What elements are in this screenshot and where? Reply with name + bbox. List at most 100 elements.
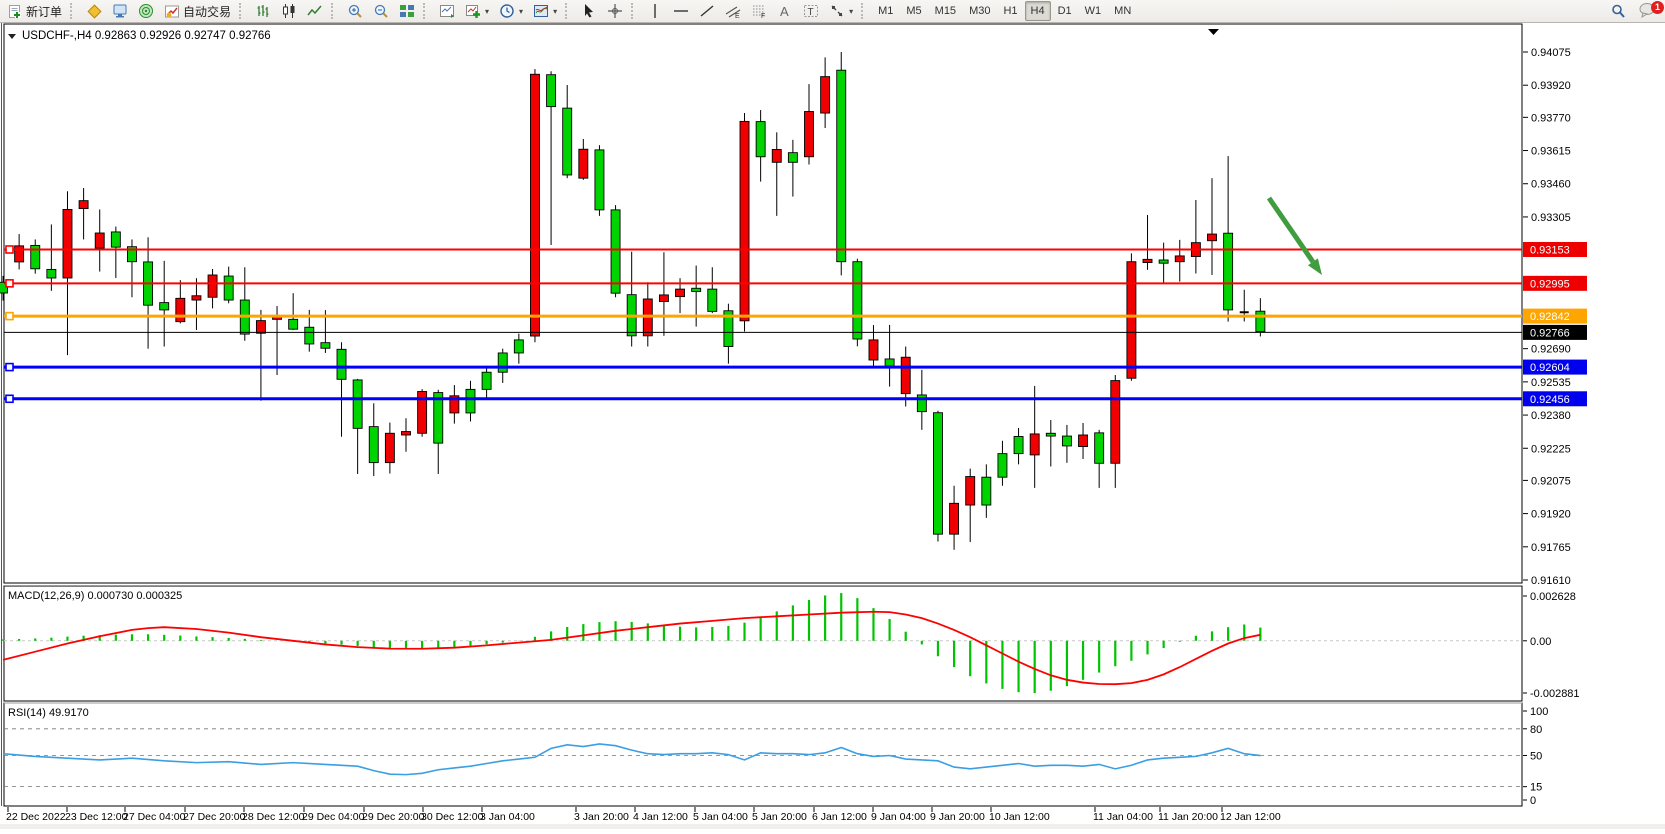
zoom-out-button[interactable] xyxy=(368,1,393,21)
svg-text:0.91610: 0.91610 xyxy=(1531,575,1571,587)
terminal-button[interactable] xyxy=(107,1,132,21)
svg-text:0.92075: 0.92075 xyxy=(1531,475,1571,487)
price-tag: 0.93153 xyxy=(1523,241,1587,257)
price-tag: 0.92604 xyxy=(1523,359,1587,375)
svg-text:0.92225: 0.92225 xyxy=(1531,443,1571,455)
toolbar: 新订单 自动交易 ▾ ▾ ▾ E F A T ▾ M1 M5 M15 M30 H1 H4 D… xyxy=(0,0,1665,23)
trendline-icon xyxy=(698,3,715,19)
svg-text:29 Dec 20:00: 29 Dec 20:00 xyxy=(362,811,425,823)
svg-text:0.92535: 0.92535 xyxy=(1531,377,1571,389)
zoom-in-button[interactable] xyxy=(342,1,367,21)
crosshair-button[interactable] xyxy=(602,1,627,21)
svg-text:0.002628: 0.002628 xyxy=(1530,591,1576,603)
svg-text:A: A xyxy=(780,4,789,19)
zoom-in-icon xyxy=(346,3,363,19)
indicator-insert-button[interactable]: ▾ xyxy=(460,1,493,21)
tile-windows-button[interactable] xyxy=(394,1,419,21)
timeframe-h4-button[interactable]: H4 xyxy=(1024,1,1051,21)
svg-text:0.93153: 0.93153 xyxy=(1530,244,1570,256)
one-click-collapse-icon[interactable] xyxy=(8,34,16,39)
vertical-line-button[interactable] xyxy=(642,1,667,21)
price-line[interactable] xyxy=(4,311,1522,321)
chart-shift-marker[interactable] xyxy=(1208,29,1219,35)
svg-text:T: T xyxy=(807,7,813,18)
price-line[interactable] xyxy=(4,362,1522,372)
line-handle xyxy=(5,279,14,288)
new-order-button[interactable]: 新订单 xyxy=(2,1,66,21)
svg-text:100: 100 xyxy=(1530,706,1548,718)
svg-text:0.91920: 0.91920 xyxy=(1531,509,1571,521)
svg-text:10 Jan 12:00: 10 Jan 12:00 xyxy=(989,811,1050,823)
search-button[interactable] xyxy=(1605,1,1630,21)
timeframe-mn-button[interactable]: MN xyxy=(1108,1,1137,21)
svg-text:0.91765: 0.91765 xyxy=(1531,542,1571,554)
trend-arrow-annotation[interactable] xyxy=(1266,196,1322,275)
svg-text:12 Jan 12:00: 12 Jan 12:00 xyxy=(1220,811,1281,823)
dropdown-arrow-icon: ▾ xyxy=(553,6,558,16)
timeframe-m30-button[interactable]: M30 xyxy=(963,1,996,21)
text-button[interactable]: A xyxy=(772,1,797,21)
svg-text:F: F xyxy=(761,13,765,19)
text-label-button[interactable]: T xyxy=(798,1,823,21)
price-tag: 0.92766 xyxy=(1523,324,1587,340)
price-line[interactable] xyxy=(4,245,1522,254)
monitor-icon xyxy=(111,3,128,19)
zoom-out-icon xyxy=(372,3,389,19)
add-indicator-icon xyxy=(464,3,481,19)
arrows-icon xyxy=(828,3,845,19)
notification-badge: 1 xyxy=(1651,0,1664,14)
market-watch-button[interactable] xyxy=(81,1,106,21)
pane-border xyxy=(3,23,1523,584)
fibonacci-button[interactable]: F xyxy=(746,1,771,21)
price-axis[interactable]: 0.94075 0.93920 0.93770 0.93615 0.93460 0.933… xyxy=(1523,47,1587,807)
svg-text:50: 50 xyxy=(1530,751,1542,763)
search-icon xyxy=(1609,3,1626,19)
price-line[interactable] xyxy=(4,394,1522,404)
horizontal-line-button[interactable] xyxy=(668,1,693,21)
timeframe-m5-button[interactable]: M5 xyxy=(900,1,927,21)
indicator-window-button[interactable] xyxy=(434,1,459,21)
timeframe-m15-button[interactable]: M15 xyxy=(929,1,962,21)
svg-text:11 Jan 20:00: 11 Jan 20:00 xyxy=(1158,811,1218,823)
timeframe-w1-button[interactable]: W1 xyxy=(1079,1,1108,21)
bar-chart-button[interactable] xyxy=(250,1,275,21)
candlestick-chart-button[interactable] xyxy=(276,1,301,21)
line-chart-button[interactable] xyxy=(302,1,327,21)
price-line[interactable] xyxy=(4,279,1522,288)
autotrading-button[interactable]: 自动交易 xyxy=(159,1,235,21)
template-button[interactable]: ▾ xyxy=(528,1,561,21)
svg-text:-0.002881: -0.002881 xyxy=(1530,688,1580,700)
gold-diamond-icon xyxy=(85,3,102,19)
chart-window[interactable]: USDCHF-,H4 0.92863 0.92926 0.92747 0.927… xyxy=(0,23,1665,829)
timeframe-d1-button[interactable]: D1 xyxy=(1052,1,1078,21)
timeframe-m1-button[interactable]: M1 xyxy=(872,1,899,21)
dropdown-arrow-icon: ▾ xyxy=(519,6,524,16)
svg-text:5 Jan 04:00: 5 Jan 04:00 xyxy=(693,811,748,823)
svg-text:USDCHF-,H4 0.92863 0.92926 0.: USDCHF-,H4 0.92863 0.92926 0.92747 0.927… xyxy=(22,30,271,42)
svg-text:0.00: 0.00 xyxy=(1530,636,1551,648)
template-icon xyxy=(532,3,549,19)
svg-text:30 Dec 12:00: 30 Dec 12:00 xyxy=(421,811,484,823)
signals-button[interactable] xyxy=(133,1,158,21)
arrows-button[interactable]: ▾ xyxy=(824,1,857,21)
chart-canvas[interactable]: USDCHF-,H4 0.92863 0.92926 0.92747 0.927… xyxy=(0,23,1665,829)
autotrading-icon xyxy=(163,3,180,19)
period-button[interactable]: ▾ xyxy=(494,1,527,21)
new-order-label: 新订单 xyxy=(26,4,63,19)
chart-title: USDCHF-,H4 0.92863 0.92926 0.92747 0.927… xyxy=(8,30,271,42)
equidistant-channel-button[interactable]: E xyxy=(720,1,745,21)
svg-text:0.92766: 0.92766 xyxy=(1530,327,1570,339)
svg-text:22 Dec 2022: 22 Dec 2022 xyxy=(6,811,66,823)
trendline-button[interactable] xyxy=(694,1,719,21)
svg-text:6 Jan 12:00: 6 Jan 12:00 xyxy=(812,811,867,823)
svg-text:28 Dec 12:00: 28 Dec 12:00 xyxy=(242,811,305,823)
svg-text:0.93770: 0.93770 xyxy=(1531,112,1571,124)
fibonacci-icon: F xyxy=(750,3,767,19)
svg-text:27 Dec 20:00: 27 Dec 20:00 xyxy=(183,811,246,823)
svg-text:0: 0 xyxy=(1530,795,1536,807)
svg-text:29 Dec 04:00: 29 Dec 04:00 xyxy=(302,811,365,823)
svg-text:9 Jan 04:00: 9 Jan 04:00 xyxy=(871,811,926,823)
timeframe-h1-button[interactable]: H1 xyxy=(997,1,1023,21)
cursor-button[interactable] xyxy=(576,1,601,21)
